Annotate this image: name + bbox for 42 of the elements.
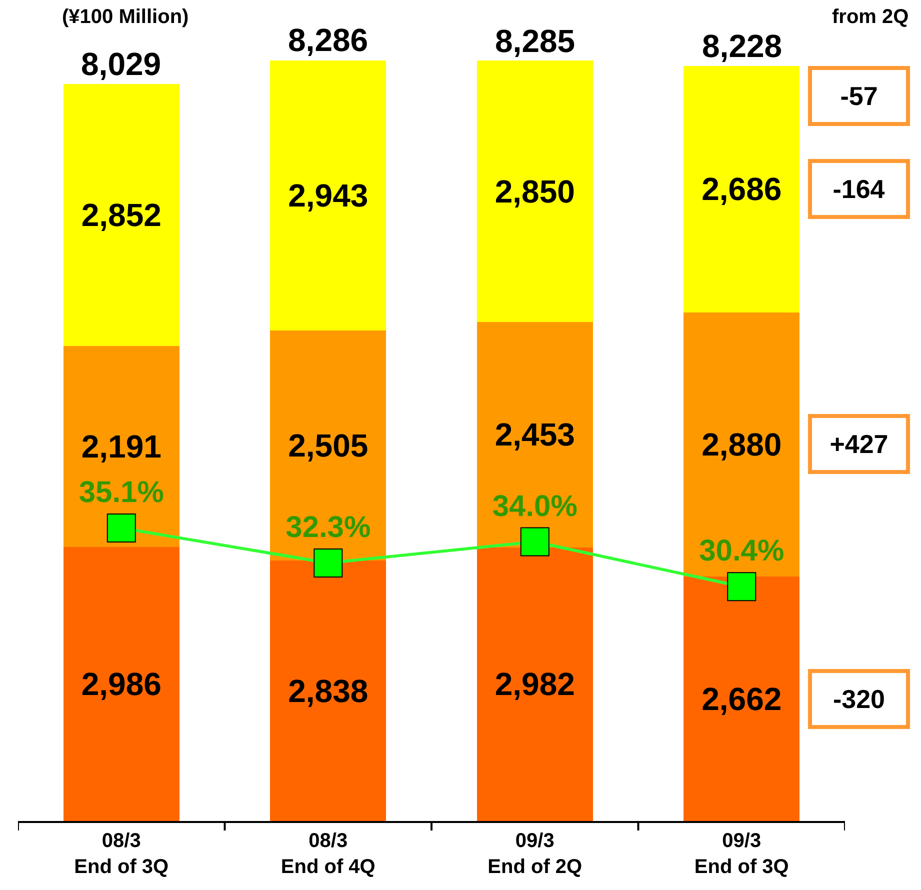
bar [476, 322, 593, 548]
bar [63, 84, 180, 346]
data-label: 2,505 [288, 428, 368, 464]
data-label: 2,850 [494, 173, 575, 210]
bar [476, 547, 593, 821]
annotation: -320 [832, 684, 886, 714]
total-label: 8,285 [495, 23, 576, 59]
data-label: 2,852 [81, 196, 162, 233]
data-label: 32.3% [286, 510, 371, 544]
x-tick-label: 08/3 End of 4Q [280, 830, 376, 878]
bar [684, 576, 800, 821]
data-label: 2,880 [702, 426, 782, 462]
x-tick-label: 08/3 End of 3Q [74, 830, 169, 878]
text: from 2Q [832, 6, 909, 28]
annotation: -57 [840, 81, 878, 111]
total-label: 8,029 [81, 46, 162, 82]
data-label: 34.0% [492, 490, 578, 523]
x-tick-label: 09/3 End of 3Q [694, 830, 789, 878]
bar [270, 560, 386, 821]
text: (¥100 Million) [62, 6, 189, 28]
data-label: 2,191 [81, 428, 162, 464]
data-label: 2,662 [702, 680, 782, 717]
data-label: 2,453 [494, 416, 575, 453]
annotation: +427 [830, 429, 888, 459]
annotation: -164 [832, 174, 886, 204]
data-label: 2,686 [702, 171, 782, 208]
bar [270, 330, 386, 560]
data-label: 2,982 [494, 666, 575, 702]
data-label: 2,838 [288, 672, 368, 709]
bar [476, 60, 593, 322]
data-label: 35.1% [78, 476, 164, 510]
bar [684, 66, 800, 312]
bar [270, 60, 386, 331]
data-label: 30.4% [699, 534, 784, 568]
total-label: 8,286 [288, 22, 368, 58]
data-label: 2,943 [288, 177, 368, 214]
bar [63, 346, 180, 547]
x-tick-label: 09/3 End of 2Q [488, 830, 582, 878]
data-label: 2,986 [81, 666, 162, 702]
bar [63, 546, 180, 821]
bar [684, 312, 800, 577]
total-label: 8,228 [702, 28, 782, 64]
